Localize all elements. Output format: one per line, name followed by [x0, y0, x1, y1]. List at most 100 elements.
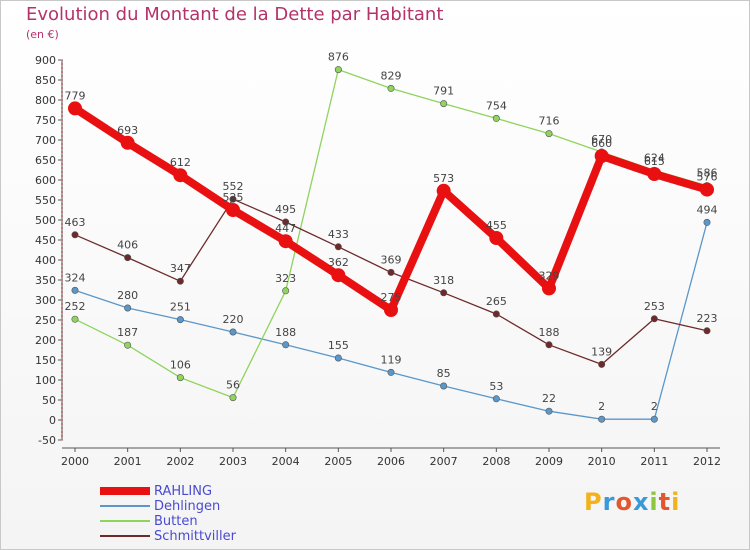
data-label-butten: 106	[170, 359, 191, 372]
data-label-dehlingen: 220	[223, 313, 244, 326]
data-label-schmittviller: 552	[223, 180, 244, 193]
y-tick-label: 700	[35, 134, 56, 147]
data-label-butten: 791	[433, 85, 454, 98]
x-tick-label: 2007	[430, 455, 458, 468]
data-label-dehlingen: 324	[65, 271, 86, 284]
x-tick-label: 2009	[535, 455, 563, 468]
data-point-rahling	[226, 203, 240, 217]
data-point-butten	[124, 341, 132, 349]
data-point-schmittviller	[545, 341, 553, 349]
y-tick-label: 750	[35, 114, 56, 127]
legend-label: Dehlingen	[154, 499, 221, 514]
data-label-rahling: 455	[486, 219, 507, 232]
data-point-schmittviller	[440, 289, 448, 297]
data-point-schmittviller	[598, 360, 606, 368]
data-label-rahling: 779	[65, 89, 86, 102]
x-tick-label: 2011	[640, 455, 668, 468]
legend-swatch	[100, 487, 150, 495]
x-tick-label: 2005	[324, 455, 352, 468]
x-tick-label: 2008	[482, 455, 510, 468]
x-tick-label: 2010	[588, 455, 616, 468]
data-label-rahling: 573	[433, 172, 454, 185]
logo-letter: i	[649, 488, 659, 516]
chart-axes: -50 0 50 100 150 200 250 300 350 400 450 500 550 600 6…	[35, 54, 721, 468]
data-point-dehlingen	[440, 382, 448, 390]
data-point-butten	[387, 84, 395, 92]
data-label-rahling: 275	[381, 291, 402, 304]
data-label-rahling: 693	[117, 124, 138, 137]
data-point-schmittviller	[71, 231, 79, 239]
x-tick-label: 2000	[61, 455, 89, 468]
data-point-schmittviller	[387, 268, 395, 276]
y-tick-label: 900	[35, 54, 56, 67]
data-point-schmittviller	[176, 277, 184, 285]
data-point-dehlingen	[598, 415, 606, 423]
data-point-rahling	[331, 268, 346, 283]
series-line-rahling	[72, 105, 709, 314]
y-tick-label: 550	[35, 194, 56, 207]
data-label-butten: 670	[591, 133, 612, 146]
data-point-schmittviller	[492, 310, 500, 318]
data-label-butten: 624	[644, 151, 665, 164]
data-point-dehlingen	[334, 354, 342, 362]
data-label-dehlingen: 494	[697, 203, 718, 216]
data-label-dehlingen: 188	[275, 326, 296, 339]
data-label-schmittviller: 139	[591, 345, 612, 358]
data-label-butten: 252	[65, 300, 86, 313]
x-tick-label: 2002	[166, 455, 194, 468]
data-label-dehlingen: 22	[542, 392, 556, 405]
series-butten	[71, 66, 711, 402]
x-tick-label: 2004	[272, 455, 300, 468]
data-point-rahling	[173, 168, 188, 183]
series-schmittviller	[71, 195, 711, 368]
series-layer	[68, 66, 714, 423]
data-label-rahling: 447	[275, 222, 296, 235]
data-label-schmittviller: 188	[539, 326, 560, 339]
data-point-rahling	[647, 167, 662, 181]
legend-label: Schmittviller	[154, 529, 236, 544]
legend-swatch	[100, 520, 150, 522]
y-tick-label: 100	[35, 374, 56, 387]
series-rahling	[68, 101, 714, 317]
logo-letter: o	[615, 488, 633, 516]
data-label-schmittviller: 406	[117, 239, 138, 252]
data-label-schmittviller: 265	[486, 295, 507, 308]
series-line-butten	[74, 68, 708, 399]
x-tick-label: 2001	[114, 455, 142, 468]
y-tick-label: 450	[35, 234, 56, 247]
legend-label: Butten	[154, 514, 198, 529]
data-point-dehlingen	[229, 328, 237, 336]
data-point-rahling	[68, 101, 82, 116]
y-tick-label: 600	[35, 174, 56, 187]
chart-subtitle: (en €)	[26, 28, 59, 41]
logo-letter: t	[658, 488, 672, 516]
data-label-schmittviller: 369	[381, 253, 402, 266]
y-tick-label: 150	[35, 354, 56, 367]
data-label-butten: 187	[117, 326, 138, 339]
series-line-dehlingen	[74, 222, 708, 420]
data-label-butten: 754	[486, 99, 507, 112]
data-point-dehlingen	[71, 286, 79, 294]
data-label-rahling: 525	[223, 191, 244, 204]
chart-title: Evolution du Montant de la Dette par Hab…	[26, 4, 444, 25]
logo-letter: i	[671, 488, 681, 516]
data-point-butten	[545, 130, 553, 138]
data-point-schmittviller	[650, 315, 658, 323]
data-label-dehlingen: 280	[117, 289, 138, 302]
y-tick-label: 400	[35, 254, 56, 267]
data-label-dehlingen: 155	[328, 339, 349, 352]
y-tick-label: 350	[35, 274, 56, 287]
data-point-rahling	[594, 149, 609, 163]
data-label-rahling: 615	[644, 155, 665, 168]
data-label-butten: 586	[697, 167, 718, 180]
y-tick-label: 800	[35, 94, 56, 107]
data-label-rahling: 612	[170, 156, 191, 169]
data-label-rahling: 660	[591, 137, 612, 150]
data-point-dehlingen	[703, 218, 711, 226]
data-point-dehlingen	[387, 368, 395, 376]
data-point-butten	[71, 315, 79, 323]
data-label-butten: 56	[226, 379, 240, 392]
